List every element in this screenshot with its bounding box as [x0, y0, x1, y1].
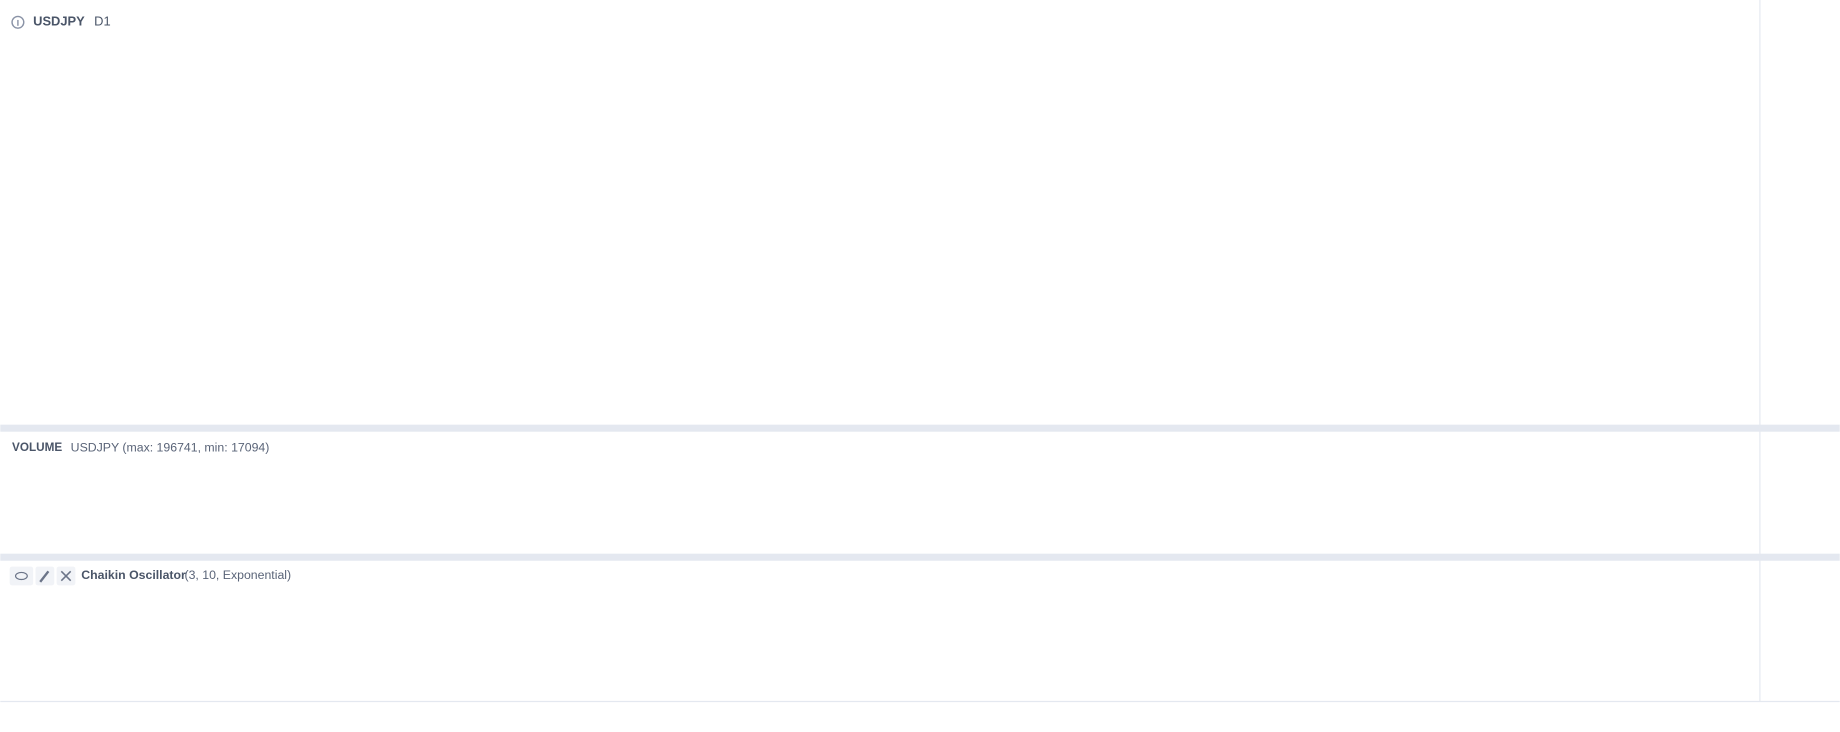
eye-button[interactable]: [9, 566, 34, 586]
timeframe: D1: [94, 14, 110, 29]
eye-icon: [14, 571, 28, 581]
info-icon[interactable]: [11, 15, 25, 29]
symbol: USDJPY: [33, 14, 85, 29]
close-icon: [60, 570, 72, 582]
panel-separator: [0, 553, 1840, 561]
indicator-title: Chaikin Oscillator: [81, 568, 186, 582]
volume-title: VOLUME: [12, 441, 62, 454]
panel-separator: [0, 424, 1840, 432]
indicator-params: (3, 10, Exponential): [184, 568, 291, 582]
wrench-icon: [39, 570, 50, 583]
volume-subtitle: USDJPY (max: 196741, min: 17094): [71, 440, 270, 454]
